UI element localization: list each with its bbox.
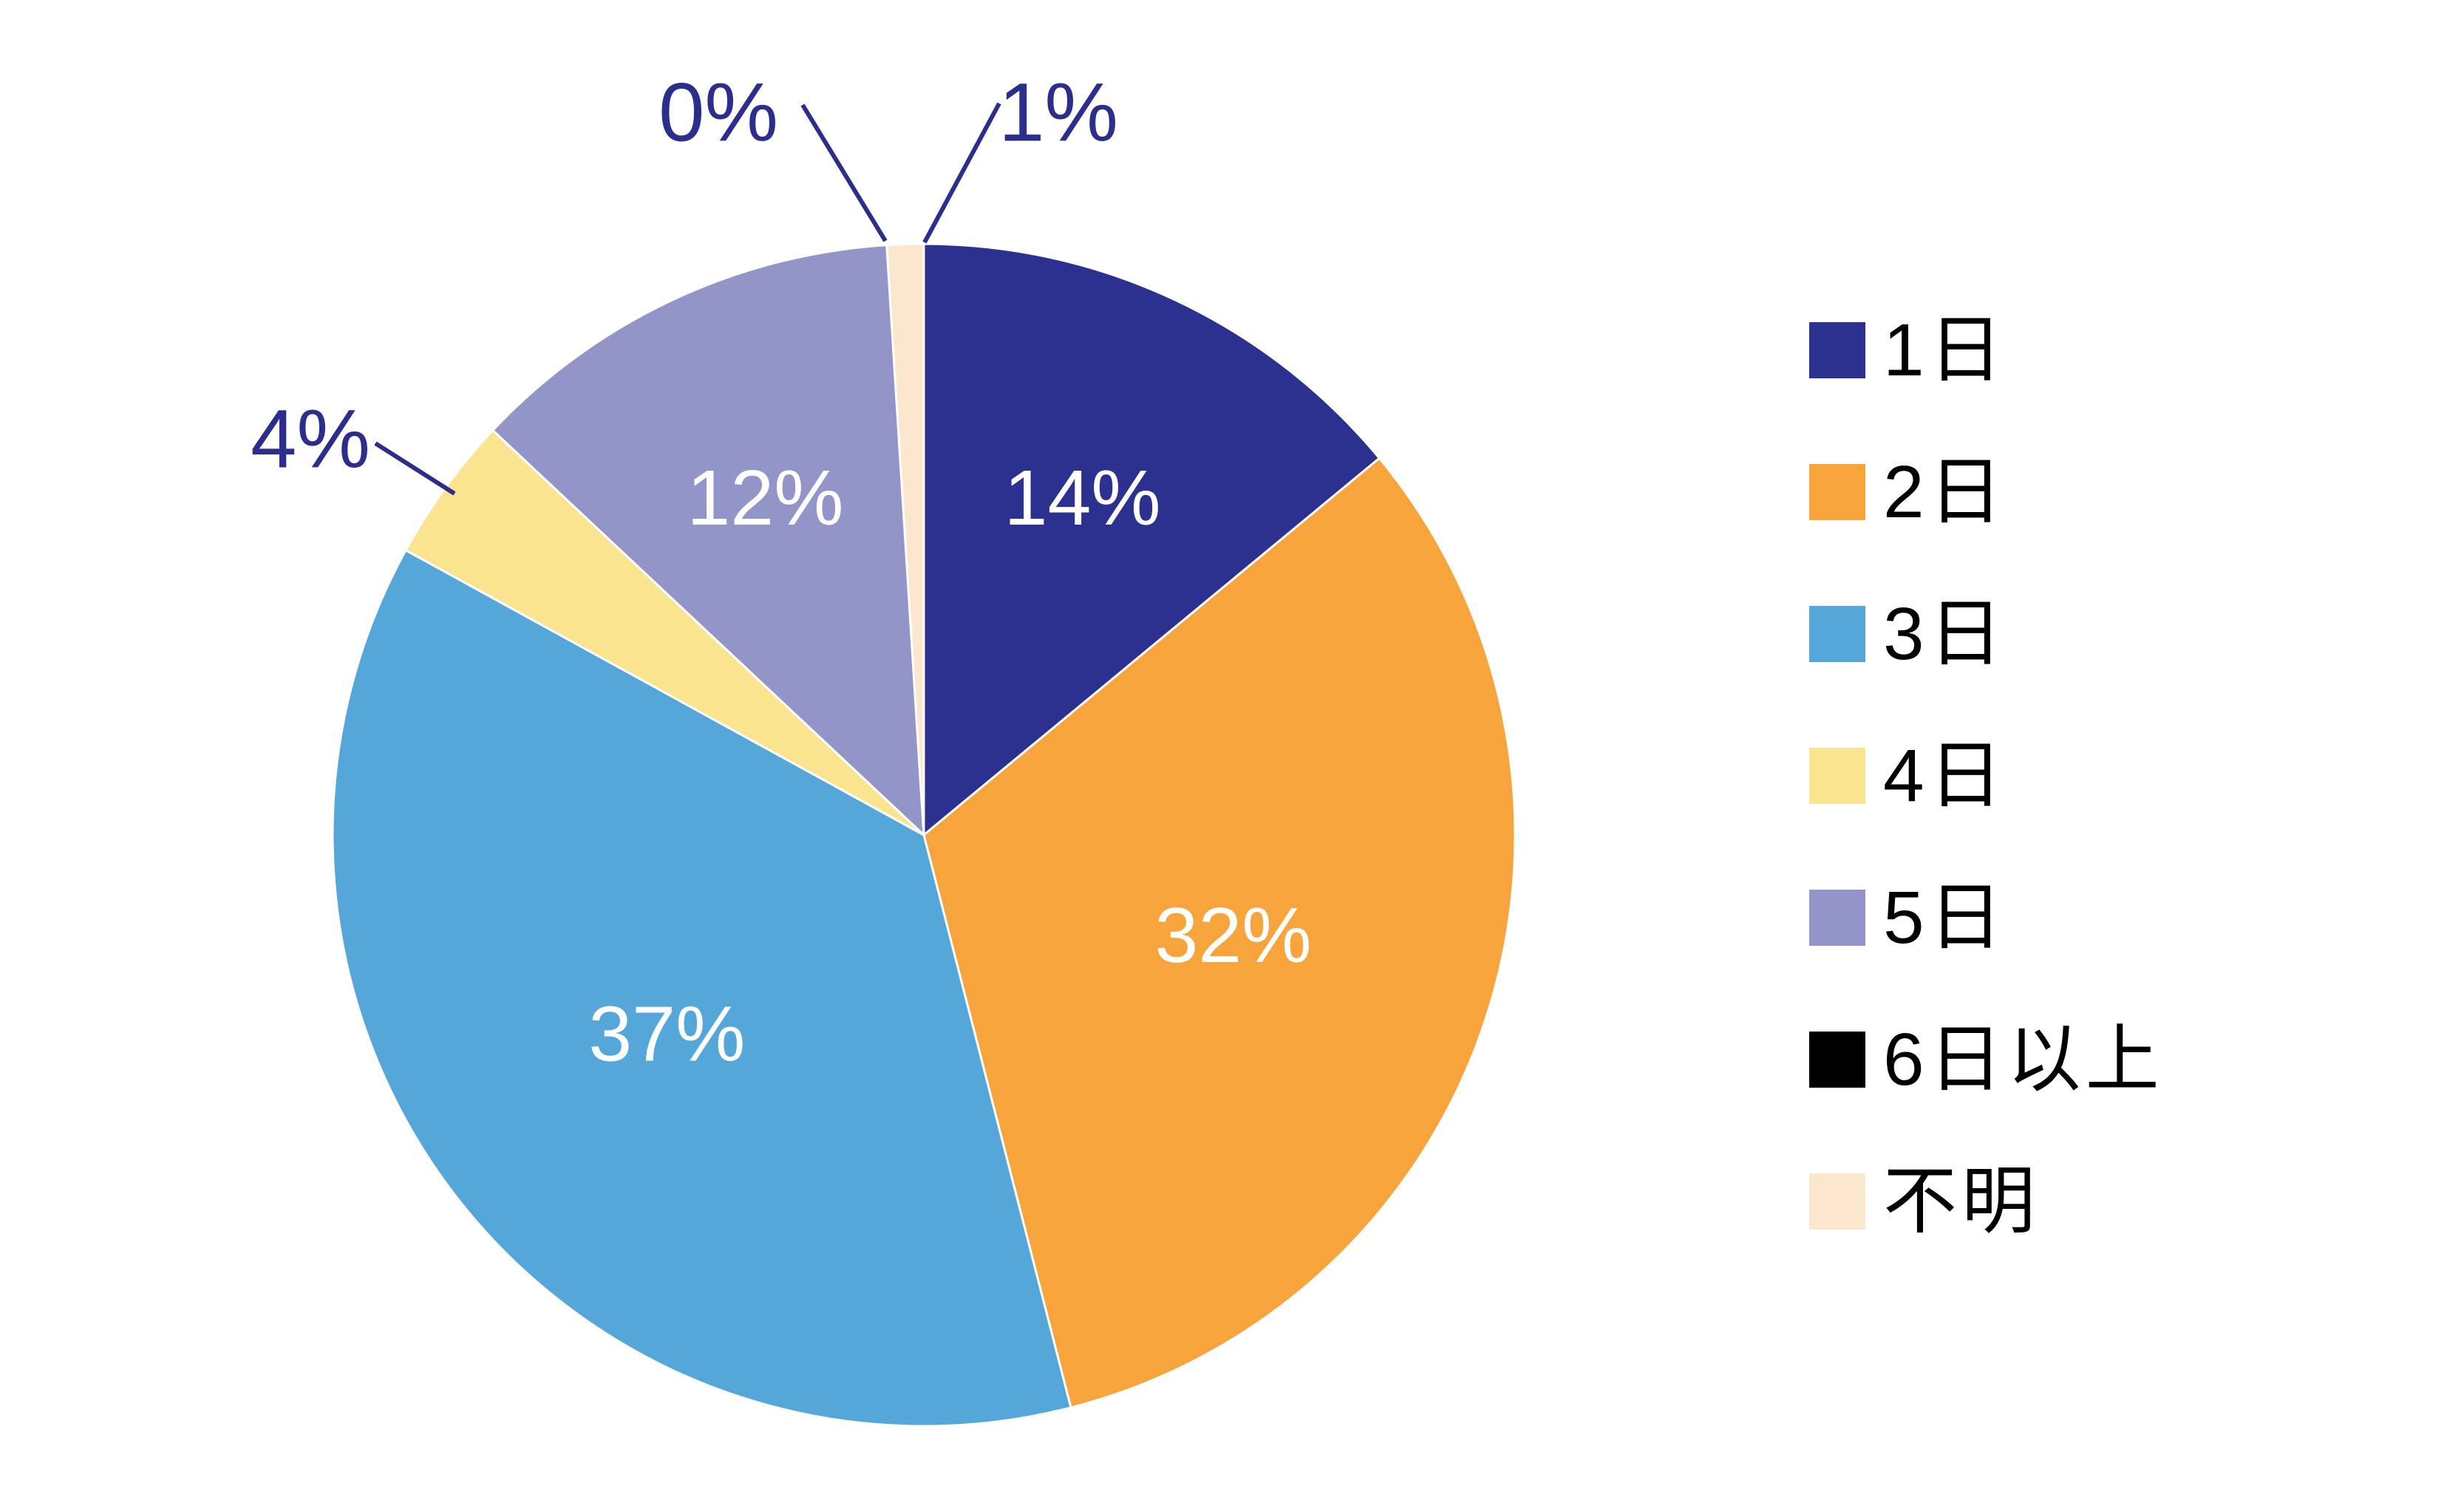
pie-label-32%: 32% — [1154, 892, 1311, 979]
legend-label: 2日 — [1883, 451, 2007, 533]
legend-swatch — [1809, 1032, 1865, 1088]
legend-item-5日: 5日 — [1809, 881, 2164, 955]
pie-slice-5日 — [491, 244, 925, 838]
pie-label-4%: 4% — [251, 393, 370, 485]
leader-line-4% — [374, 441, 456, 496]
pie-label-14%: 14% — [1004, 454, 1161, 542]
legend-swatch — [1809, 464, 1865, 520]
legend-swatch — [1809, 606, 1865, 662]
pie-slice-1日 — [922, 242, 1381, 838]
legend-item-2日: 2日 — [1809, 455, 2164, 529]
legend-label: 4日 — [1883, 734, 2007, 817]
pie-slice-不明 — [885, 242, 925, 836]
pie-label-0%: 0% — [658, 67, 778, 159]
pie-label-37%: 37% — [588, 991, 745, 1078]
pie-slice-3日 — [331, 548, 1072, 1428]
legend-label: 1日 — [1883, 309, 2007, 392]
legend-label: 5日 — [1883, 876, 2007, 959]
legend-item-1日: 1日 — [1809, 313, 2164, 387]
pie-label-12%: 12% — [687, 454, 843, 542]
pie-slice-2日 — [922, 456, 1517, 1409]
legend-label: 不明 — [1883, 1160, 2040, 1243]
legend-swatch — [1809, 322, 1865, 378]
legend-swatch — [1809, 890, 1865, 946]
legend-label: 6日以上 — [1883, 1018, 2164, 1101]
legend-label: 3日 — [1883, 593, 2007, 675]
legend-item-3日: 3日 — [1809, 597, 2164, 671]
chart-legend: 1日 2日 3日 4日 5日 6日以上不明 — [1809, 313, 2164, 1238]
legend-swatch — [1809, 1173, 1865, 1230]
leader-line-0% — [800, 103, 888, 242]
legend-swatch — [1809, 748, 1865, 804]
legend-item-4日: 4日 — [1809, 739, 2164, 813]
legend-item-6日以上: 6日以上 — [1809, 1023, 2164, 1097]
legend-item-不明: 不明 — [1809, 1165, 2164, 1238]
pie-label-1%: 1% — [998, 67, 1118, 159]
leader-line-1% — [922, 102, 1001, 244]
